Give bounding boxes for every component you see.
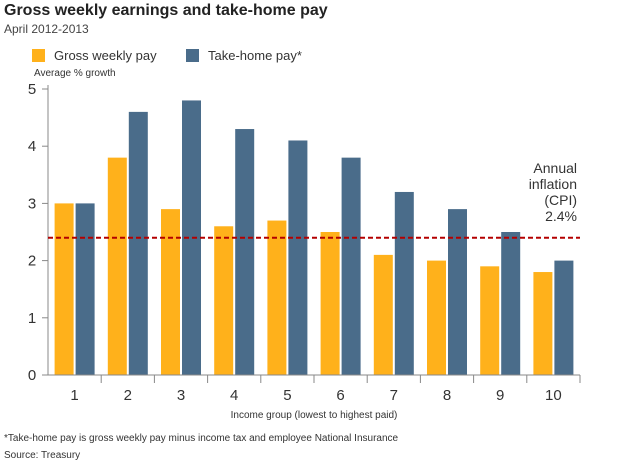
bar-gross	[533, 272, 553, 375]
x-tick-label: 6	[336, 387, 344, 404]
y-tick-label: 3	[28, 195, 36, 212]
bar-takehome	[235, 129, 255, 375]
x-tick-label: 2	[124, 387, 132, 404]
legend-swatch-takehome	[186, 49, 199, 62]
chart-title: Gross weekly earnings and take-home pay	[4, 2, 328, 19]
x-tick-label: 10	[545, 387, 562, 404]
inflation-annotation-line: inflation	[529, 176, 577, 192]
bar-takehome	[554, 260, 574, 375]
bar-gross	[267, 220, 287, 375]
legend-item-gross: Gross weekly pay	[32, 48, 157, 63]
x-tick-label: 5	[283, 387, 291, 404]
chart-subtitle: April 2012-2013	[4, 22, 89, 36]
x-tick-label: 3	[177, 387, 185, 404]
bar-takehome	[128, 111, 148, 375]
inflation-annotation-line: (CPI)	[544, 192, 577, 208]
bar-takehome	[341, 157, 361, 375]
bar-takehome	[448, 209, 467, 375]
legend-swatch-gross	[32, 49, 45, 62]
source-note: Source: Treasury	[4, 450, 81, 461]
legend-label-gross: Gross weekly pay	[54, 48, 157, 63]
y-tick-label: 5	[28, 81, 36, 98]
bar-takehome	[182, 100, 201, 375]
legend-item-takehome: Take-home pay*	[186, 48, 302, 63]
bar-gross	[320, 232, 340, 375]
y-tick-label: 2	[28, 253, 36, 270]
bar-gross	[54, 203, 74, 375]
bar-takehome	[501, 232, 521, 375]
x-tick-label: 9	[496, 387, 504, 404]
bar-gross	[480, 266, 500, 375]
x-tick-label: 7	[390, 387, 398, 404]
footnote: *Take-home pay is gross weekly pay minus…	[4, 433, 399, 444]
y-axis-label: Average % growth	[34, 68, 116, 79]
bar-gross	[373, 254, 393, 375]
x-tick-label: 1	[70, 387, 78, 404]
x-tick-label: 8	[443, 387, 451, 404]
bar-gross	[107, 157, 127, 375]
bar-chart: 0 1 2 3 4 5 1 2 3 4 5 6 7 8 9 10 Annualinflation(CPI)2.4…	[28, 81, 581, 421]
bar-gross	[427, 260, 446, 375]
bar-takehome	[288, 140, 308, 375]
inflation-annotation-line: Annual	[533, 160, 577, 176]
y-tick-label: 0	[28, 367, 36, 384]
x-tick-label: 4	[230, 387, 238, 404]
y-tick-label: 1	[28, 310, 36, 327]
x-axis-label: Income group (lowest to highest paid)	[231, 410, 398, 421]
y-tick-label: 4	[28, 138, 36, 155]
inflation-annotation-line: 2.4%	[545, 208, 577, 224]
bar-gross	[161, 209, 180, 375]
bar-gross	[214, 226, 234, 375]
bar-takehome	[75, 203, 95, 375]
bar-takehome	[394, 191, 414, 375]
legend-label-takehome: Take-home pay*	[208, 48, 302, 63]
